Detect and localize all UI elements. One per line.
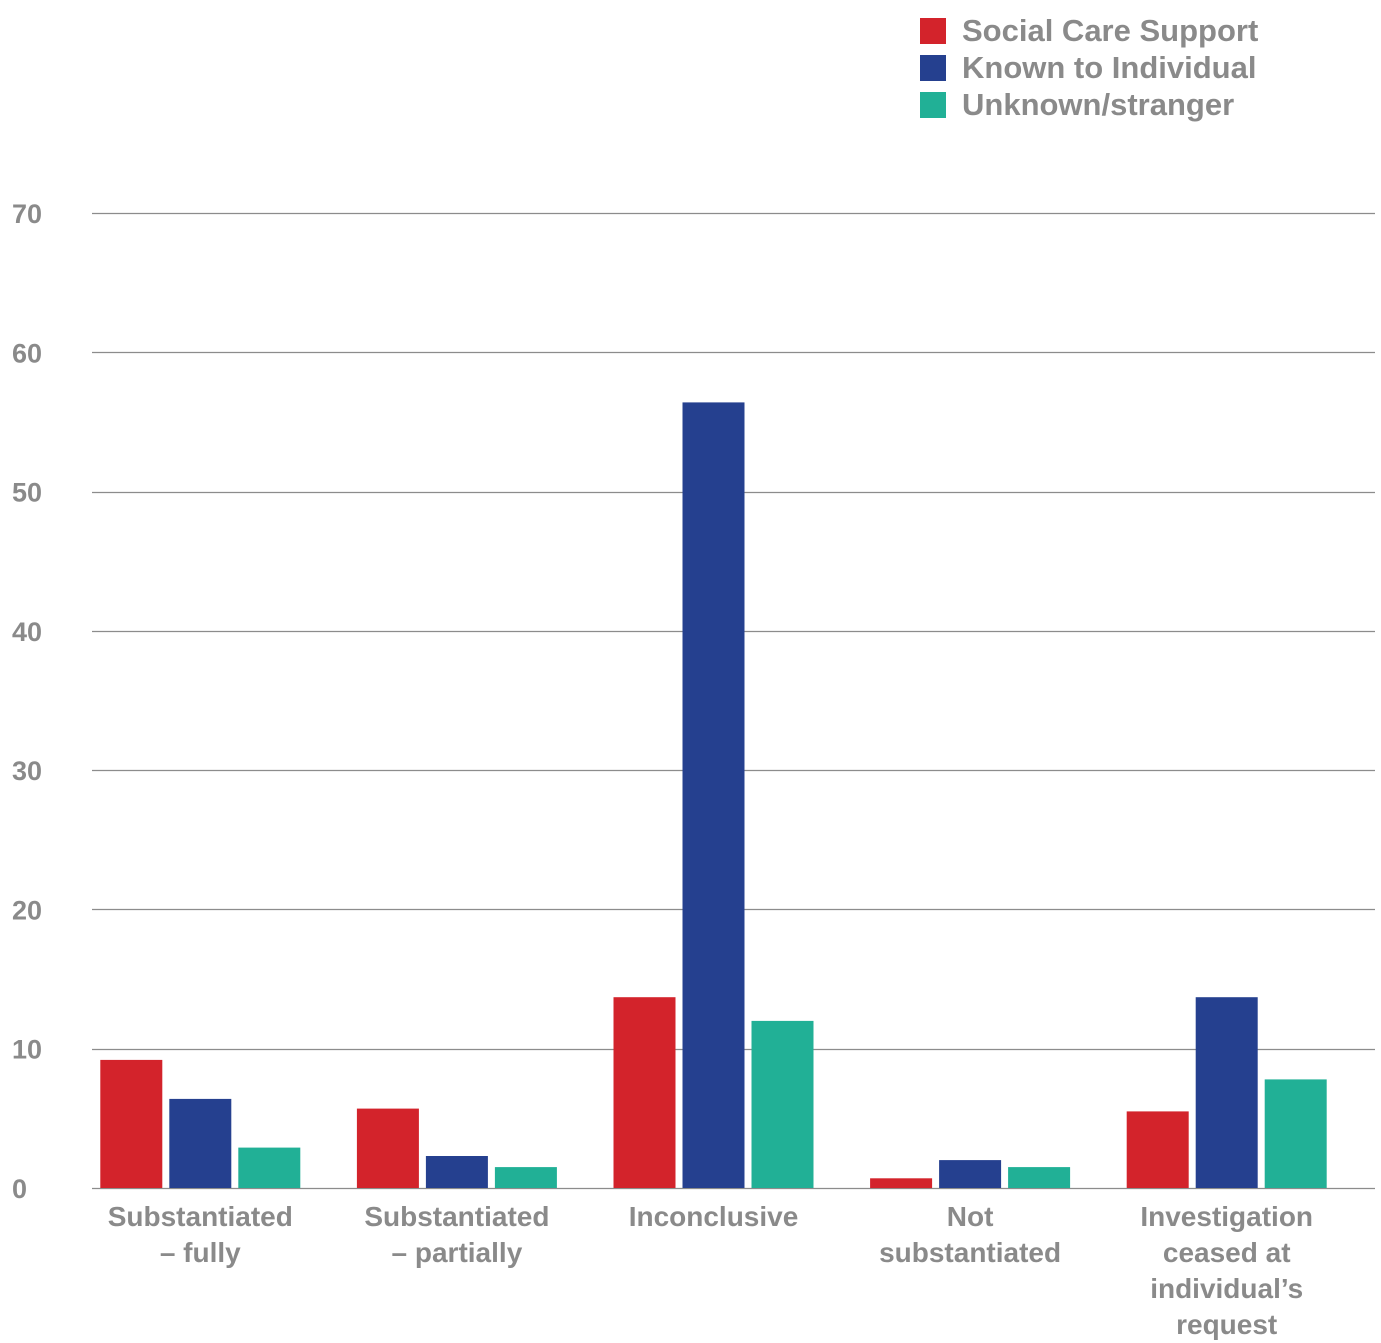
chart-legend: Social Care Support Known to Individual … bbox=[920, 12, 1258, 123]
y-axis-tick-labels: 0 10 20 30 40 50 60 70 bbox=[12, 199, 42, 1204]
x-category-label-5: Investigation ceased at individual’s reques… bbox=[1140, 1201, 1313, 1340]
legend-label-known-to-individual: Known to Individual bbox=[962, 49, 1257, 85]
x-category-label-1: Substantiated – fully bbox=[108, 1201, 293, 1268]
bar-4-series-1 bbox=[870, 1178, 933, 1189]
bar-3-series-1 bbox=[613, 997, 676, 1188]
y-tick-label-40: 40 bbox=[12, 617, 42, 647]
y-tick-label-20: 20 bbox=[12, 895, 42, 925]
legend-item-known-to-individual: Known to Individual bbox=[920, 49, 1258, 86]
bar-4-series-3 bbox=[1008, 1167, 1071, 1188]
legend-swatch-known-to-individual bbox=[920, 54, 946, 81]
legend-item-social-care-support: Social Care Support bbox=[920, 12, 1258, 49]
y-tick-label-70: 70 bbox=[12, 199, 42, 229]
y-tick-label-30: 30 bbox=[12, 756, 42, 786]
bar-5-series-3 bbox=[1264, 1079, 1327, 1188]
bar-1-series-3 bbox=[238, 1147, 301, 1188]
y-tick-label-10: 10 bbox=[12, 1035, 42, 1065]
bar-3-series-2 bbox=[682, 402, 745, 1188]
bar-5-series-2 bbox=[1195, 997, 1258, 1188]
x-axis-category-labels: Substantiated – fully Substantiated – parti… bbox=[108, 1201, 1313, 1340]
legend-label-unknown-stranger: Unknown/stranger bbox=[962, 86, 1235, 122]
legend-swatch-unknown-stranger bbox=[920, 91, 946, 118]
bars bbox=[100, 402, 1327, 1189]
bar-2-series-3 bbox=[494, 1167, 557, 1188]
bar-5-series-1 bbox=[1126, 1111, 1189, 1188]
y-tick-label-0: 0 bbox=[12, 1174, 27, 1204]
x-category-label-2: Substantiated – partially bbox=[364, 1201, 549, 1268]
bar-4-series-2 bbox=[939, 1160, 1002, 1188]
bar-3-series-3 bbox=[751, 1020, 814, 1188]
bar-2-series-1 bbox=[356, 1108, 419, 1188]
x-category-label-3: Inconclusive bbox=[629, 1201, 799, 1232]
y-tick-label-60: 60 bbox=[12, 338, 42, 368]
bar-1-series-1 bbox=[100, 1059, 163, 1188]
bar-2-series-2 bbox=[425, 1156, 488, 1188]
legend-swatch-social-care-support bbox=[920, 17, 946, 44]
legend-item-unknown-stranger: Unknown/stranger bbox=[920, 86, 1258, 123]
bar-1-series-2 bbox=[169, 1098, 232, 1188]
legend-label-social-care-support: Social Care Support bbox=[962, 12, 1259, 48]
y-tick-label-50: 50 bbox=[12, 478, 42, 508]
x-category-label-4: Not substantiated bbox=[879, 1201, 1061, 1268]
